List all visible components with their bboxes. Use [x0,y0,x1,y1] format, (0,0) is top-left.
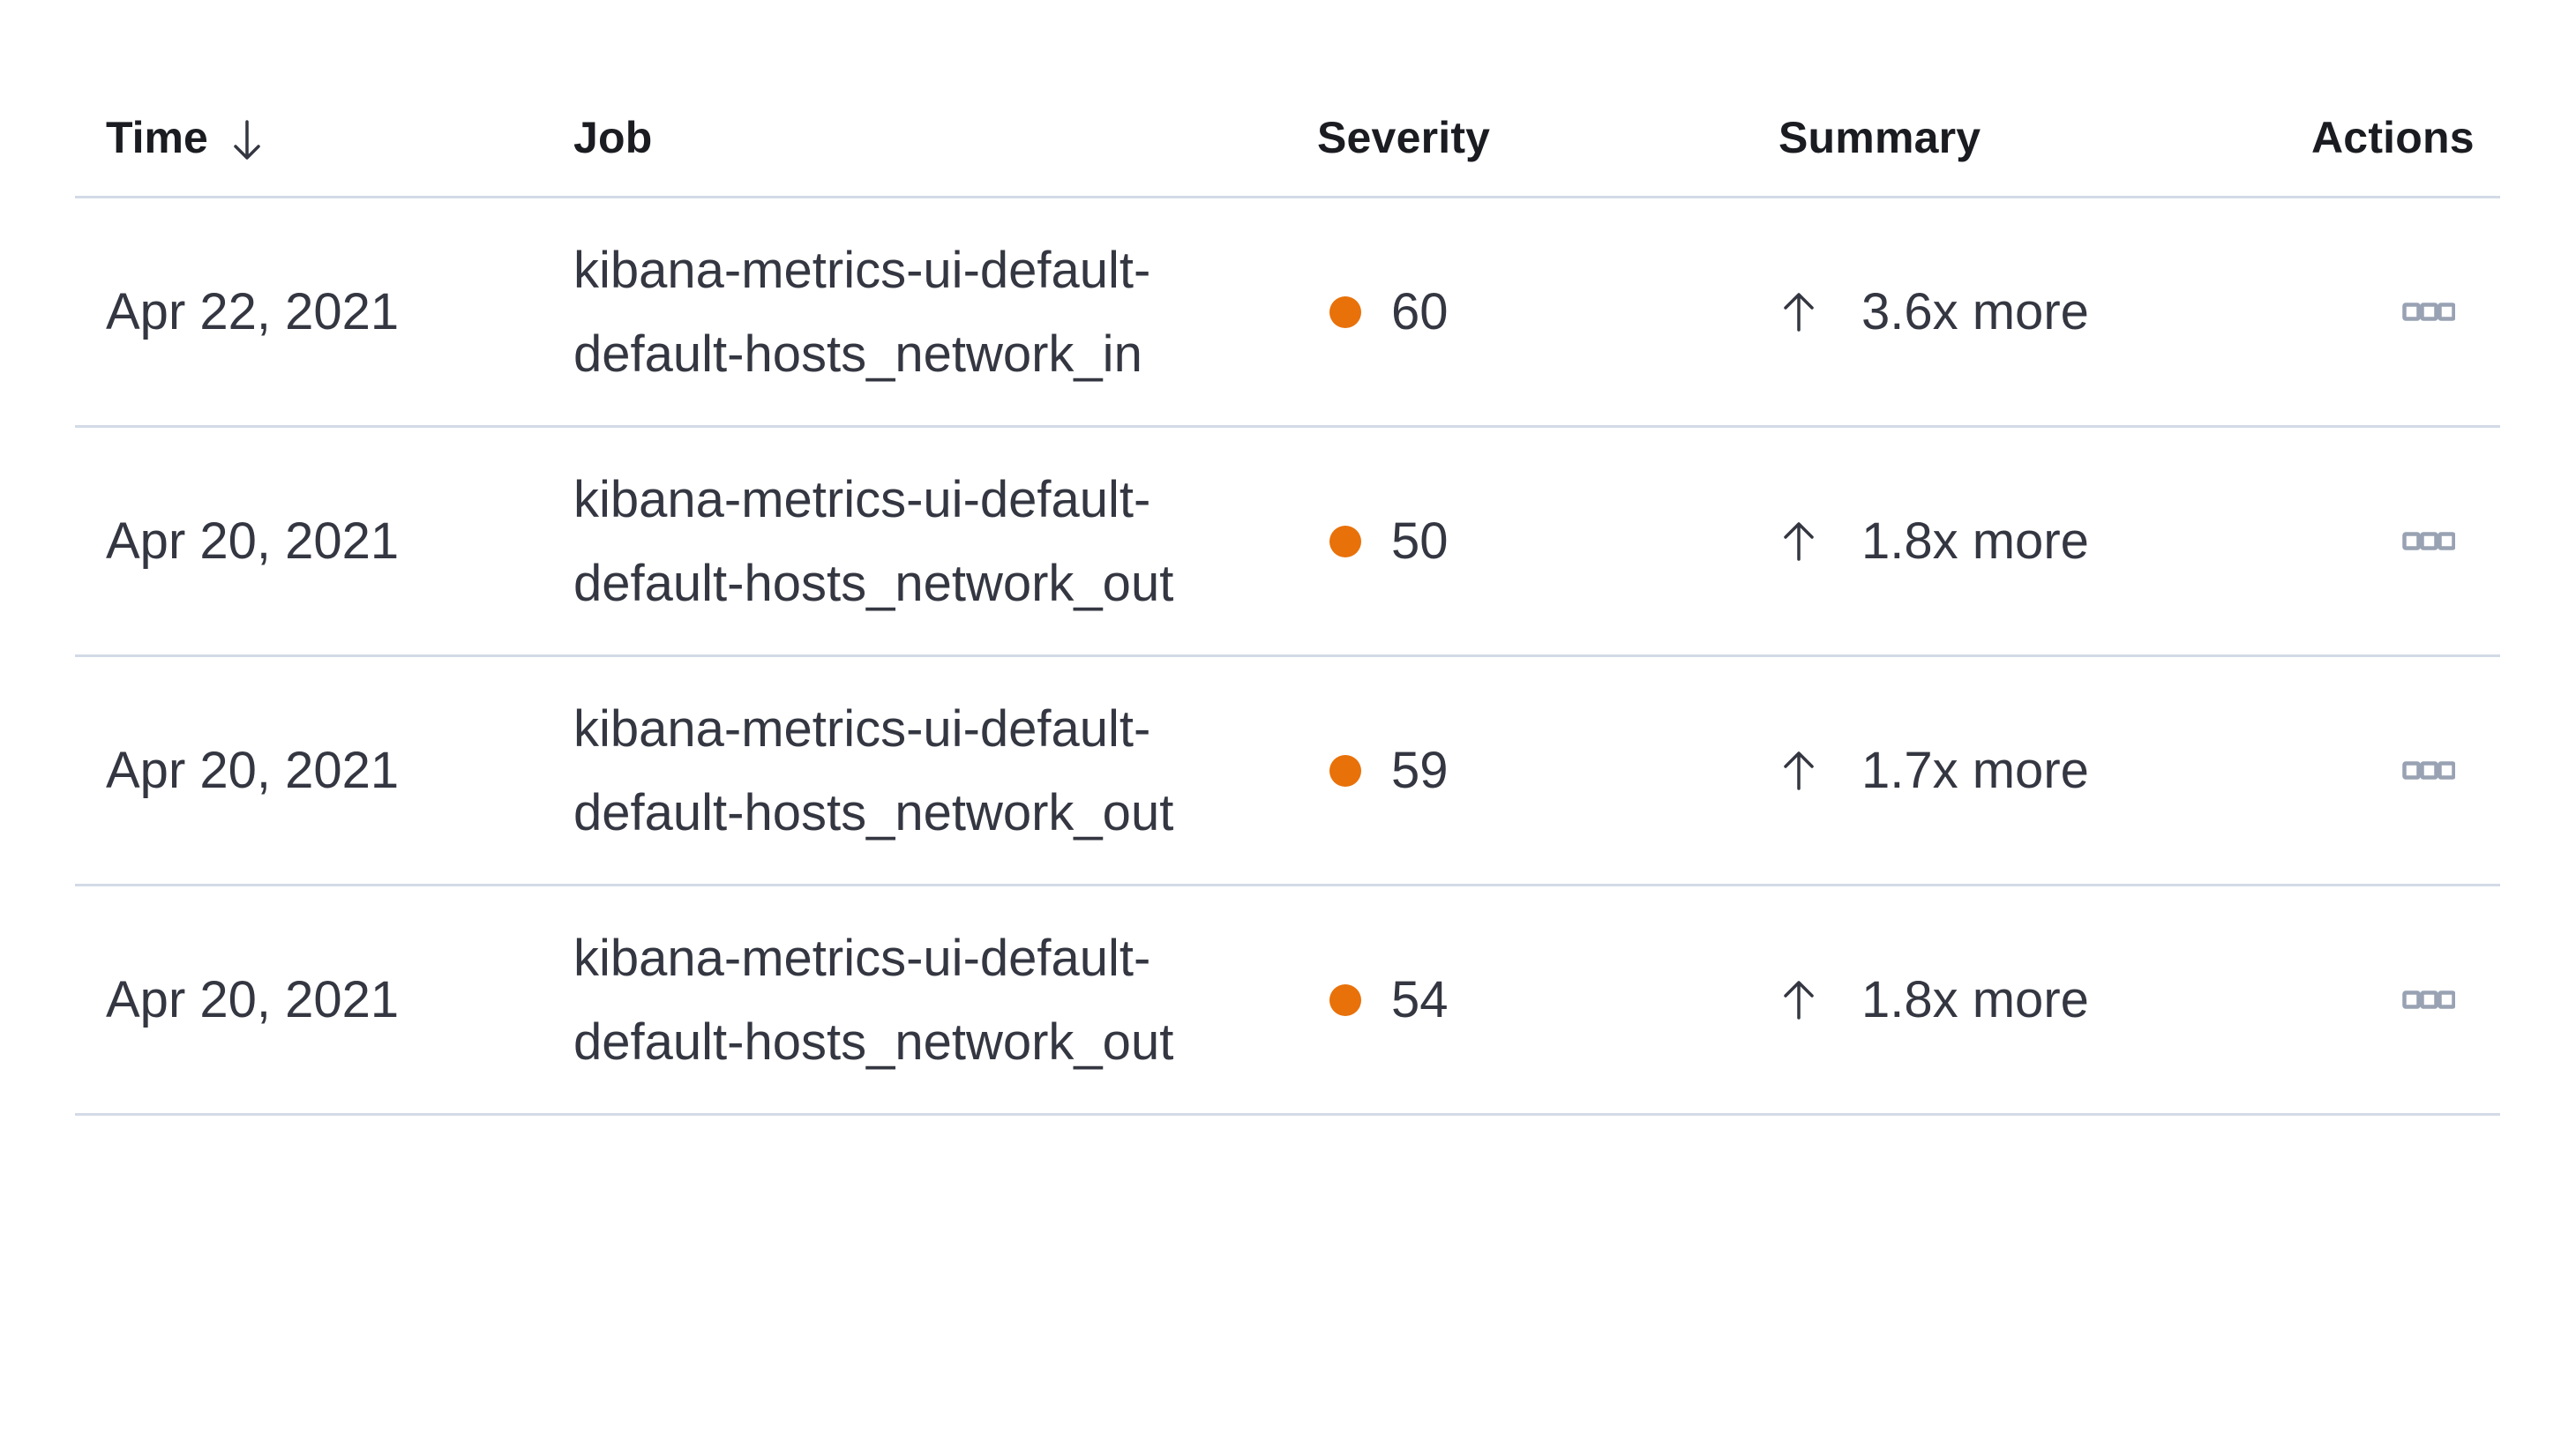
sort-by-time-button[interactable]: Time [106,112,262,163]
actions-cell [2311,760,2500,781]
time-cell: Apr 20, 2021 [106,742,400,799]
job-cell: kibana-metrics-ui-default- default-hosts… [573,916,1317,1084]
table-row: Apr 20, 2021 kibana-metrics-ui-default- … [75,428,2500,657]
table-header-row: Time Job Severity Summary Actions [75,79,2500,198]
actions-cell [2311,990,2500,1010]
severity-cell: 60 [1317,282,1778,341]
column-header-job: Job [573,113,653,162]
column-header-time-label: Time [106,113,208,162]
severity-dot-icon [1329,295,1361,328]
summary-cell: 1.8x more [1778,512,2311,571]
severity-cell: 59 [1317,741,1778,800]
boxes-horizontal-icon [2402,990,2455,1009]
job-cell: kibana-metrics-ui-default- default-hosts… [573,687,1317,855]
time-cell: Apr 22, 2021 [106,283,400,340]
column-header-actions: Actions [2311,113,2475,162]
arrow-up-icon [1778,292,1819,332]
row-actions-button[interactable] [2402,990,2455,1010]
severity-cell: 54 [1317,970,1778,1029]
job-name-line-2: default-hosts_network_in [573,325,1142,383]
summary-text: 3.6x more [1861,283,2089,340]
row-actions-button[interactable] [2402,760,2455,781]
severity-dot-icon [1329,525,1361,557]
summary-cell: 1.8x more [1778,970,2311,1029]
anomalies-table: Time Job Severity Summary Actions Apr 22… [75,79,2500,1116]
sort-descending-icon [232,120,262,161]
actions-cell [2311,302,2500,322]
column-header-time: Time [75,112,573,163]
table-row: Apr 20, 2021 kibana-metrics-ui-default- … [75,657,2500,886]
time-cell: Apr 20, 2021 [106,971,400,1028]
job-name-line-1: kibana-metrics-ui-default- [573,699,1151,758]
severity-score: 59 [1391,742,1449,799]
column-header-summary: Summary [1778,113,1981,162]
arrow-up-icon [1778,751,1819,790]
job-name-line-2: default-hosts_network_out [573,554,1174,612]
job-name-line-2: default-hosts_network_out [573,1013,1174,1071]
severity-score: 60 [1391,283,1449,340]
summary-text: 1.7x more [1861,742,2089,799]
job-name-line-1: kibana-metrics-ui-default- [573,929,1151,987]
job-name-line-1: kibana-metrics-ui-default- [573,241,1151,299]
row-actions-button[interactable] [2402,531,2455,551]
table-row: Apr 22, 2021 kibana-metrics-ui-default- … [75,198,2500,428]
actions-cell [2311,531,2500,551]
severity-score: 54 [1391,971,1449,1028]
severity-score: 50 [1391,512,1449,570]
summary-cell: 1.7x more [1778,741,2311,800]
boxes-horizontal-icon [2402,302,2455,321]
job-name-line-2: default-hosts_network_out [573,783,1174,841]
severity-dot-icon [1329,983,1361,1016]
boxes-horizontal-icon [2402,760,2455,780]
job-cell: kibana-metrics-ui-default- default-hosts… [573,228,1317,396]
job-cell: kibana-metrics-ui-default- default-hosts… [573,458,1317,625]
arrow-up-icon [1778,980,1819,1020]
column-header-severity: Severity [1317,113,1491,162]
time-cell: Apr 20, 2021 [106,512,400,570]
summary-text: 1.8x more [1861,512,2089,570]
arrow-up-icon [1778,521,1819,561]
job-name-line-1: kibana-metrics-ui-default- [573,470,1151,528]
row-actions-button[interactable] [2402,302,2455,322]
summary-cell: 3.6x more [1778,282,2311,341]
table-row: Apr 20, 2021 kibana-metrics-ui-default- … [75,886,2500,1116]
summary-text: 1.8x more [1861,971,2089,1028]
severity-dot-icon [1329,754,1361,787]
boxes-horizontal-icon [2402,531,2455,550]
severity-cell: 50 [1317,512,1778,571]
